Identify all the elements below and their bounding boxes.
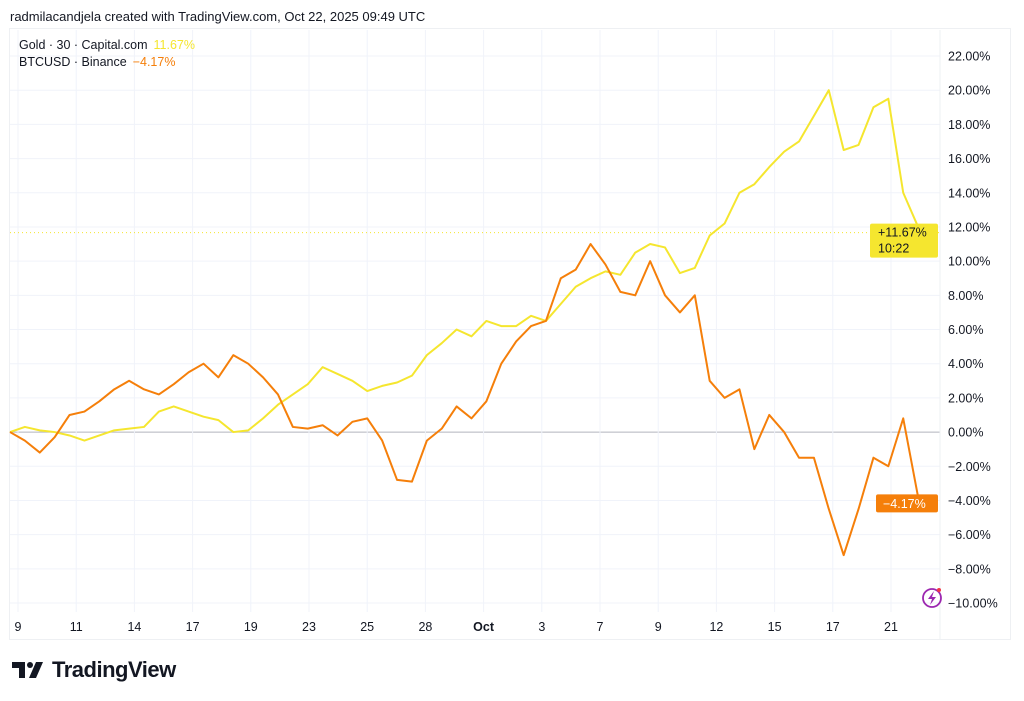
x-tick-label: 14 [127, 620, 141, 634]
legend-label: Gold · 30 · Capital.com [19, 38, 148, 52]
y-tick-label: 22.00% [948, 50, 990, 64]
x-tick-label: 19 [244, 620, 258, 634]
x-tick-label: 21 [884, 620, 898, 634]
legend-value: −4.17% [132, 55, 176, 69]
y-tick-label: 18.00% [948, 118, 990, 132]
y-tick-label: 12.00% [948, 220, 990, 234]
x-tick-label: 23 [302, 620, 316, 634]
lightning-bolt-icon [928, 591, 936, 605]
x-tick-label: 12 [709, 620, 723, 634]
series-line-gold [9, 89, 934, 442]
x-tick-label: 3 [538, 620, 545, 634]
logo-text: TradingView [52, 657, 176, 682]
tradingview-logo[interactable]: TradingView [12, 657, 176, 683]
y-tick-label: 0.00% [948, 426, 983, 440]
x-tick-label: 9 [655, 620, 662, 634]
y-tick-label: −4.00% [948, 494, 991, 508]
tradingview-logo-icon [12, 662, 43, 678]
legend-label: BTCUSD · Binance [19, 55, 127, 69]
lightning-icon[interactable] [922, 588, 942, 608]
x-tick-label: 17 [186, 620, 200, 634]
y-tick-label: 10.00% [948, 255, 990, 269]
y-tick-label: 8.00% [948, 289, 983, 303]
y-tick-label: 14.00% [948, 186, 990, 200]
legend-value: 11.67% [153, 38, 195, 52]
legend: Gold · 30 · Capital.com 11.67% BTCUSD · B… [19, 37, 195, 71]
y-tick-label: −8.00% [948, 562, 991, 576]
x-tick-label: 15 [768, 620, 782, 634]
y-tick-label: −2.00% [948, 460, 991, 474]
x-tick-label: 9 [15, 620, 22, 634]
legend-item-btcusd[interactable]: BTCUSD · Binance −4.17% [19, 54, 195, 71]
y-tick-label: −6.00% [948, 528, 991, 542]
chart-frame [9, 28, 1011, 640]
x-tick-label: Oct [473, 620, 495, 634]
chart-attribution: radmilacandjela created with TradingView… [10, 9, 426, 24]
x-tick-label: 7 [597, 620, 604, 634]
last-value-badge-btcusd [876, 494, 938, 513]
legend-item-gold[interactable]: Gold · 30 · Capital.com 11.67% [19, 37, 195, 54]
countdown-label: 10:22 [878, 242, 909, 256]
y-tick-label: 6.00% [948, 323, 983, 337]
series-line-btcusd [9, 243, 934, 557]
y-tick-label: −10.00% [948, 597, 998, 611]
y-tick-label: 20.00% [948, 84, 990, 98]
x-tick-label: 17 [826, 620, 840, 634]
x-tick-label: 28 [418, 620, 432, 634]
y-tick-label: 2.00% [948, 391, 983, 405]
x-tick-label: 11 [70, 620, 83, 634]
x-tick-label: 25 [360, 620, 374, 634]
last-value-label: −4.17% [883, 497, 926, 511]
y-tick-label: 4.00% [948, 357, 983, 371]
last-value-badge-gold [870, 223, 938, 258]
y-tick-label: 16.00% [948, 152, 990, 166]
notification-dot-icon [937, 588, 941, 592]
last-value-label: +11.67% [878, 226, 927, 240]
